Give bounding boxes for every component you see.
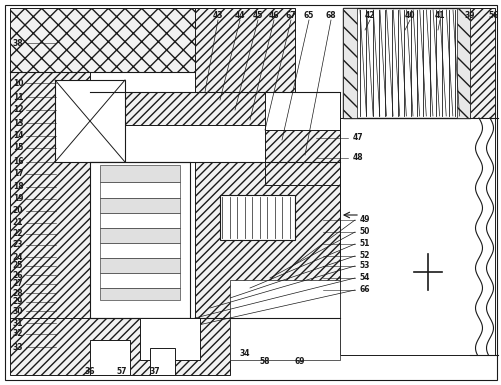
Text: 30: 30 [13, 306, 23, 315]
Text: 17: 17 [13, 169, 23, 179]
Text: 24: 24 [13, 253, 23, 261]
Text: 57: 57 [117, 367, 127, 375]
Text: 10: 10 [13, 79, 23, 87]
Bar [100, 258, 180, 273]
Bar [342, 8, 469, 118]
Bar [55, 80, 125, 162]
Text: 29: 29 [13, 298, 23, 306]
Bar [90, 340, 130, 375]
Bar [10, 72, 90, 355]
Bar [90, 162, 189, 318]
Text: 53: 53 [359, 261, 369, 271]
Text: 32: 32 [13, 330, 23, 338]
Bar [150, 348, 175, 375]
Bar [219, 195, 295, 240]
Text: 69: 69 [294, 358, 305, 367]
Text: 23: 23 [13, 241, 23, 249]
Bar [10, 318, 229, 375]
Bar [339, 118, 494, 355]
Text: 50: 50 [359, 228, 369, 236]
Text: 49: 49 [359, 216, 370, 224]
Bar [469, 8, 494, 118]
Bar [100, 288, 180, 300]
Text: 31: 31 [13, 318, 23, 328]
Text: 12: 12 [13, 105, 23, 114]
Bar [229, 280, 339, 360]
Bar [100, 182, 180, 198]
Text: 44: 44 [234, 10, 245, 20]
Bar [194, 162, 339, 318]
Text: 18: 18 [13, 182, 23, 191]
Bar [100, 165, 180, 182]
Text: 67: 67 [285, 10, 296, 20]
Text: 48: 48 [352, 154, 363, 162]
Text: 47: 47 [352, 134, 363, 142]
Text: 26: 26 [13, 271, 23, 280]
Bar [140, 318, 199, 360]
Text: 27: 27 [13, 280, 23, 288]
Text: 16: 16 [13, 157, 23, 166]
Bar [194, 8, 295, 92]
Text: 13: 13 [13, 119, 23, 127]
Text: 51: 51 [359, 239, 369, 248]
Text: 65: 65 [303, 10, 314, 20]
Bar [10, 8, 194, 72]
Text: 58: 58 [259, 358, 270, 367]
Text: 21: 21 [13, 219, 23, 228]
Text: 34: 34 [239, 348, 250, 358]
Text: 43: 43 [212, 10, 223, 20]
Text: 37: 37 [149, 367, 160, 375]
Bar [90, 125, 339, 162]
Bar [100, 213, 180, 228]
Text: 11: 11 [13, 92, 23, 102]
Text: 45: 45 [253, 10, 263, 20]
Text: 39: 39 [464, 10, 474, 20]
Text: 25: 25 [13, 261, 23, 271]
Text: 46: 46 [268, 10, 279, 20]
Text: 68: 68 [325, 10, 336, 20]
Bar [90, 92, 339, 125]
Text: 22: 22 [13, 229, 23, 238]
Text: 42: 42 [364, 10, 375, 20]
Text: 38: 38 [13, 38, 23, 47]
Text: 33: 33 [13, 343, 23, 352]
Text: 52: 52 [359, 251, 369, 261]
Text: 14: 14 [13, 132, 23, 141]
Text: 54: 54 [359, 273, 369, 283]
Bar [342, 8, 356, 118]
Text: 15: 15 [13, 144, 23, 152]
Text: 20: 20 [13, 206, 23, 216]
Text: 41: 41 [434, 10, 444, 20]
Text: 28: 28 [13, 288, 23, 298]
Bar [456, 8, 469, 118]
Text: 40: 40 [404, 10, 414, 20]
Bar [100, 198, 180, 213]
Bar [100, 273, 180, 288]
Text: 66: 66 [359, 286, 370, 295]
Text: 19: 19 [13, 194, 23, 204]
Bar [100, 228, 180, 243]
Bar [265, 92, 339, 130]
Text: 36: 36 [85, 367, 95, 375]
Bar [100, 243, 180, 258]
Bar [265, 130, 339, 185]
Text: 56: 56 [488, 10, 498, 20]
